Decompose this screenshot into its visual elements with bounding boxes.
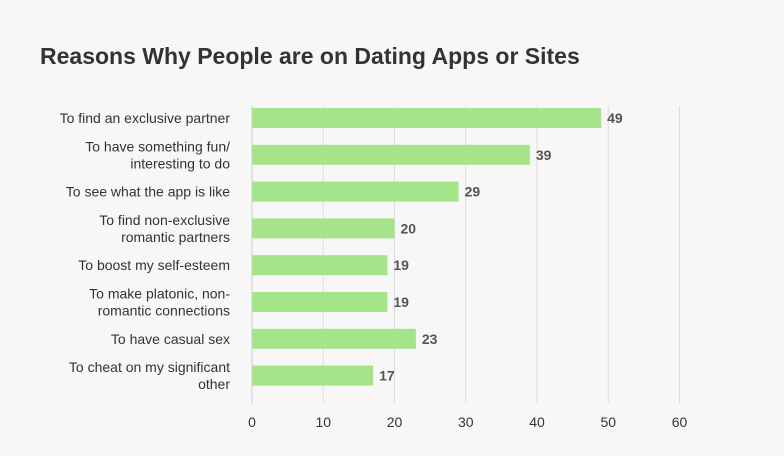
data-label: 17: [379, 368, 395, 384]
category-label: To see what the app is like: [66, 184, 230, 200]
x-tick-label: 40: [529, 414, 545, 430]
chart-title: Reasons Why People are on Dating Apps or…: [40, 43, 580, 69]
category-label: To boost my self-esteem: [78, 257, 230, 273]
x-tick-label: 30: [458, 414, 474, 430]
bar: [252, 181, 459, 202]
bar: [252, 218, 395, 239]
bar: [252, 255, 388, 276]
bar: [252, 292, 388, 312]
data-label: 19: [393, 257, 409, 273]
category-label: To find an exclusive partner: [60, 110, 231, 126]
bar: [252, 365, 374, 386]
category-label: To have something fun/interesting to do: [85, 138, 230, 171]
data-label: 19: [393, 294, 409, 310]
data-label: 49: [607, 110, 623, 126]
data-label: 23: [422, 331, 438, 347]
category-label: To cheat on my significant other: [69, 359, 230, 392]
data-label: 39: [536, 147, 552, 163]
bar: [252, 108, 602, 128]
category-label: To have casual sex: [111, 331, 230, 347]
x-tick-label: 60: [672, 414, 688, 430]
category-label: To make platonic, non-romantic connectio…: [89, 286, 230, 319]
x-tick-label: 20: [387, 414, 403, 430]
x-tick-label: 0: [248, 414, 256, 430]
category-label: To find non-exclusive romantic partners: [99, 212, 230, 245]
x-tick-label: 50: [600, 414, 616, 430]
bar: [252, 144, 530, 165]
data-label: 20: [401, 220, 417, 236]
x-tick-label: 10: [315, 414, 331, 430]
bar: [252, 328, 416, 349]
data-label: 29: [465, 184, 481, 200]
